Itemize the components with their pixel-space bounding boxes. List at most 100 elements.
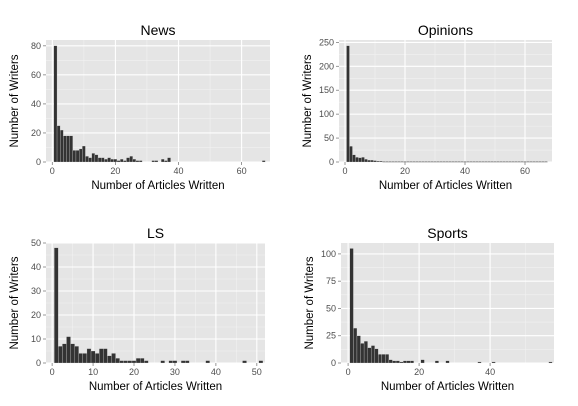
histogram-bar (487, 161, 491, 163)
histogram-bar (119, 360, 124, 364)
histogram-bar (101, 157, 105, 163)
histogram-bar (412, 161, 416, 163)
histogram-bar (385, 161, 389, 163)
plot-background (46, 40, 270, 162)
histogram-bar (424, 161, 428, 163)
histogram-bar (135, 160, 140, 163)
y-tick-label: 50 (324, 133, 334, 143)
histogram-bar (135, 358, 141, 364)
histogram-bar (261, 160, 266, 163)
histogram-bar (205, 360, 210, 364)
plot-background (339, 40, 552, 162)
histogram-bar (493, 161, 497, 163)
histogram-bar (107, 355, 112, 364)
y-tick-label: 0 (329, 157, 334, 167)
histogram-bar (358, 157, 362, 163)
y-tick-label: 0 (331, 358, 336, 368)
histogram-bar (532, 161, 536, 163)
histogram-bar (535, 161, 539, 163)
histogram-bar (409, 161, 413, 163)
histogram-bar (90, 350, 96, 364)
histogram-bar (439, 161, 443, 163)
histogram-bar (374, 348, 379, 364)
histogram-bar (466, 161, 470, 163)
histogram-bar (82, 353, 88, 364)
panel-opinions: 0 20 40 60 0 50 100 150 200 250 Opinions Number of … (302, 22, 552, 192)
histogram-bar (376, 160, 380, 163)
histogram-bar (353, 327, 358, 364)
panel-ls: 0 10 20 30 40 50 0 10 20 30 40 50 LS Number of Articl… (9, 225, 265, 393)
histogram-bar (448, 161, 452, 163)
histogram-bar (349, 248, 354, 364)
histogram-bar (54, 247, 59, 364)
histogram-bar (395, 360, 400, 364)
x-tick-label: 20 (129, 367, 139, 377)
x-axis-title: Number of Articles Written (89, 381, 222, 393)
histogram-bar (548, 361, 553, 364)
y-tick-label: 200 (319, 61, 334, 71)
histogram-bar (399, 361, 404, 364)
y-tick-label: 40 (31, 99, 41, 109)
x-tick-label: 0 (342, 166, 347, 176)
histogram-bar (161, 158, 165, 163)
histogram-bar (107, 157, 111, 163)
histogram-bar (394, 161, 398, 163)
histogram-bar (85, 156, 89, 163)
x-tick-label: 50 (252, 367, 262, 377)
histogram-bar (469, 161, 473, 163)
x-tick-label: 30 (170, 367, 180, 377)
x-tick-label: 0 (50, 166, 55, 176)
x-tick-label: 60 (237, 166, 247, 176)
histogram-bar (151, 160, 155, 163)
histogram-bar (94, 154, 99, 163)
histogram-bar (123, 160, 127, 163)
x-axis-title: Number of Articles Written (381, 381, 514, 393)
x-tick-label: 40 (173, 166, 183, 176)
histogram-bar (140, 358, 145, 364)
histogram-bar (520, 161, 524, 163)
histogram-bar (382, 161, 386, 163)
histogram-bar (103, 348, 108, 364)
panel-title: News (140, 22, 175, 38)
histogram-bar (496, 161, 500, 163)
histogram-bar (70, 343, 75, 364)
plot-background (341, 243, 554, 363)
histogram-bar (442, 161, 446, 163)
y-tick-label: 75 (326, 276, 336, 286)
histogram-bar (484, 161, 488, 163)
histogram-bar (185, 360, 190, 364)
histogram-bar (167, 157, 171, 163)
histogram-bar (168, 360, 174, 364)
histogram-bar (445, 360, 450, 364)
histogram-bar (381, 354, 386, 364)
x-tick-label: 0 (346, 367, 351, 377)
histogram-bar (97, 157, 102, 163)
histogram-bar (132, 158, 137, 163)
histogram-bar (66, 135, 70, 163)
histogram-bar (127, 360, 133, 364)
x-tick-label: 20 (110, 166, 120, 176)
histogram-bar (154, 160, 159, 163)
histogram-bar (511, 161, 515, 163)
histogram-bar (75, 150, 80, 163)
histogram-bar (415, 161, 419, 163)
panel-title: Sports (427, 225, 467, 241)
histogram-bar (62, 343, 67, 364)
histogram-bar (526, 161, 530, 163)
histogram-bar (371, 345, 375, 364)
histogram-bar (88, 157, 92, 163)
panel-sports: 0 20 40 0 25 50 75 100 Sports Number of Articles … (304, 225, 554, 393)
histogram-bar (172, 360, 178, 364)
y-tick-label: 30 (31, 286, 41, 296)
x-axis-title: Number of Articles Written (91, 180, 224, 192)
histogram-bar (434, 360, 439, 364)
histogram-bar (403, 360, 407, 364)
histogram-bar (364, 159, 368, 163)
x-tick-label: 20 (400, 166, 410, 176)
histogram-bar (378, 354, 382, 364)
histogram-bar (123, 360, 128, 364)
histogram-bar (517, 161, 521, 163)
histogram-bar (116, 160, 121, 163)
x-tick-label: 0 (50, 367, 55, 377)
